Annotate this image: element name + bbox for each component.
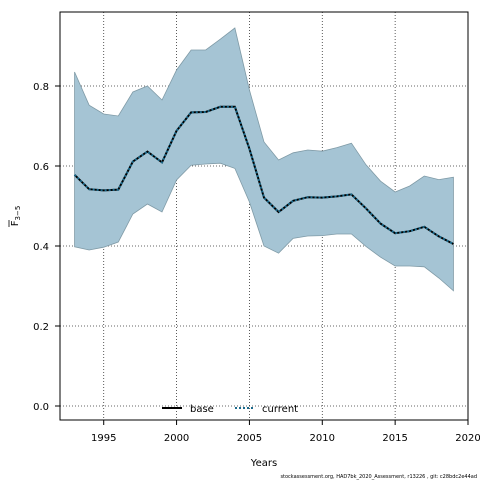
y-axis: 0.0 0.2 0.4 0.6 0.8 <box>33 82 60 413</box>
y-tick-label: 0.8 <box>33 82 49 93</box>
legend-label-base: base <box>190 404 214 415</box>
footer-credit: stockassessment.org, HAD7bk_2020_Assessm… <box>280 474 477 480</box>
x-tick-label: 1995 <box>91 433 116 444</box>
y-tick-label: 0.0 <box>33 402 49 413</box>
plot-frame <box>59 11 469 421</box>
x-axis-title: Years <box>250 458 277 469</box>
x-tick-label: 2020 <box>455 433 480 444</box>
x-tick-label: 2015 <box>382 433 407 444</box>
legend: base current <box>162 404 298 415</box>
x-tick-label: 2005 <box>237 433 262 444</box>
confidence-band-area <box>74 27 454 292</box>
y-tick-label: 0.4 <box>33 242 49 253</box>
y-tick-label: 0.2 <box>33 322 49 333</box>
series-line-base <box>73 105 454 245</box>
y-axis-title-sub: 3−5 <box>14 206 22 221</box>
x-axis: 1995 2000 2005 2010 2015 2020 <box>91 420 480 444</box>
legend-label-current: current <box>262 404 298 415</box>
confidence-band <box>74 27 454 292</box>
y-axis-title: F3−5 <box>8 206 22 227</box>
series-layer <box>73 105 454 245</box>
y-axis-title-main: F <box>10 220 21 226</box>
x-tick-label: 2000 <box>164 433 189 444</box>
x-tick-label: 2010 <box>310 433 335 444</box>
y-tick-label: 0.6 <box>33 162 49 173</box>
svg-text:F3−5: F3−5 <box>10 206 22 227</box>
